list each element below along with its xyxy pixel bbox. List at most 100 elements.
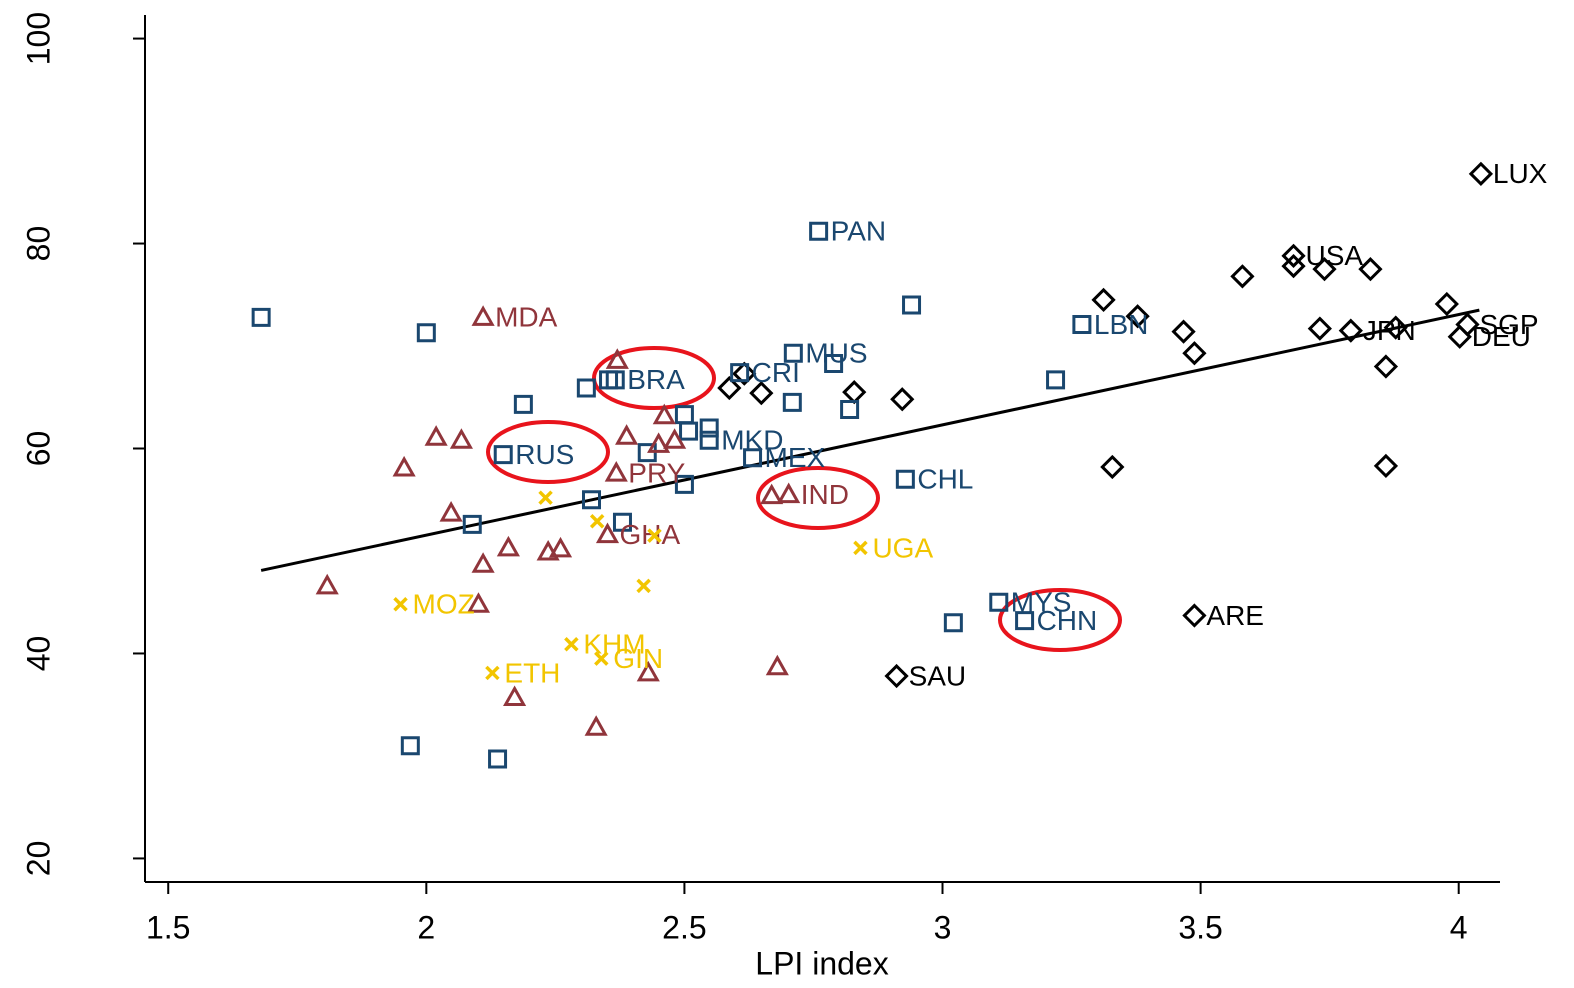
point-label: MEX [765, 442, 826, 473]
point [943, 613, 963, 633]
point [594, 651, 609, 666]
point [647, 432, 671, 453]
point [485, 665, 500, 681]
point-label: LUX [1493, 158, 1548, 189]
x-tick-label: 3 [934, 909, 952, 945]
point [699, 430, 719, 450]
x-tick-label: 4 [1450, 909, 1468, 945]
point [890, 387, 915, 412]
point-label: PRY [628, 457, 685, 488]
y-tick-label: 40 [20, 636, 56, 672]
point [636, 660, 660, 682]
point [393, 597, 408, 612]
point [765, 654, 789, 676]
point-label: UGA [872, 532, 933, 563]
point-label: CRI [752, 357, 800, 388]
point [1307, 316, 1332, 341]
x-tick-label: 3.5 [1178, 909, 1222, 945]
point [782, 392, 802, 412]
point-label: BRA [627, 364, 685, 395]
point-label: KHM [583, 629, 645, 660]
point [1046, 370, 1066, 390]
x-axis-label: LPI index [755, 945, 888, 981]
point [462, 514, 482, 534]
point-label: CHL [917, 464, 973, 495]
point [1338, 318, 1363, 343]
point [612, 512, 632, 532]
point [824, 353, 844, 373]
point [1281, 253, 1306, 279]
y-tick-label: 80 [20, 226, 56, 262]
point [503, 685, 527, 707]
point [663, 428, 687, 449]
x-tick-label: 1.5 [146, 909, 190, 945]
point [730, 363, 750, 383]
point [615, 424, 639, 445]
point [1230, 264, 1255, 289]
point [732, 361, 757, 386]
point [1281, 243, 1306, 268]
point [783, 343, 803, 363]
point [637, 443, 657, 463]
point [1182, 603, 1207, 628]
x-tick-label: 2 [417, 909, 435, 945]
point [1373, 354, 1399, 379]
point [674, 405, 694, 425]
point [538, 490, 553, 505]
point [605, 348, 629, 369]
point [1447, 324, 1472, 349]
point [496, 535, 520, 557]
highlight-ellipse [998, 588, 1122, 652]
point [595, 522, 620, 544]
point [392, 455, 416, 477]
highlight-ellipse [592, 346, 716, 410]
point [466, 592, 491, 613]
point [1434, 291, 1459, 317]
point [582, 490, 602, 510]
point [400, 736, 420, 756]
point [471, 305, 495, 326]
point [679, 421, 699, 441]
x-tick-label: 2.5 [662, 909, 706, 945]
point-label: MUS [805, 338, 867, 369]
point [416, 323, 436, 343]
point [599, 370, 619, 390]
point [1373, 453, 1399, 479]
point [576, 378, 596, 398]
point [652, 403, 676, 425]
point [315, 573, 339, 595]
point [1383, 315, 1408, 340]
point-label: USA [1306, 240, 1364, 271]
point [251, 307, 271, 327]
point [809, 221, 829, 241]
point [749, 381, 774, 406]
point [584, 715, 608, 736]
point-label: LBN [1094, 309, 1148, 340]
point [840, 400, 860, 420]
highlight-ellipse [486, 420, 610, 484]
point [674, 474, 694, 494]
point [513, 394, 533, 414]
y-tick-label: 60 [20, 431, 56, 467]
point [743, 448, 763, 468]
point [548, 536, 573, 558]
point-label: PAN [831, 216, 887, 247]
point [636, 578, 651, 594]
point-label: GIN [613, 643, 663, 674]
point [1312, 257, 1337, 282]
point [439, 501, 463, 522]
point [760, 483, 784, 505]
point-label: IND [801, 479, 849, 510]
point [1091, 287, 1116, 313]
point-label: GHA [620, 519, 681, 550]
point [1358, 257, 1383, 282]
y-tick-label: 100 [20, 12, 56, 65]
point [884, 663, 909, 689]
point-label: MDA [495, 302, 558, 333]
point [1182, 341, 1207, 366]
point [493, 445, 513, 465]
point [1015, 611, 1035, 631]
point-label: MOZ [413, 589, 475, 620]
point [488, 749, 508, 769]
point-label: RUS [515, 439, 574, 470]
